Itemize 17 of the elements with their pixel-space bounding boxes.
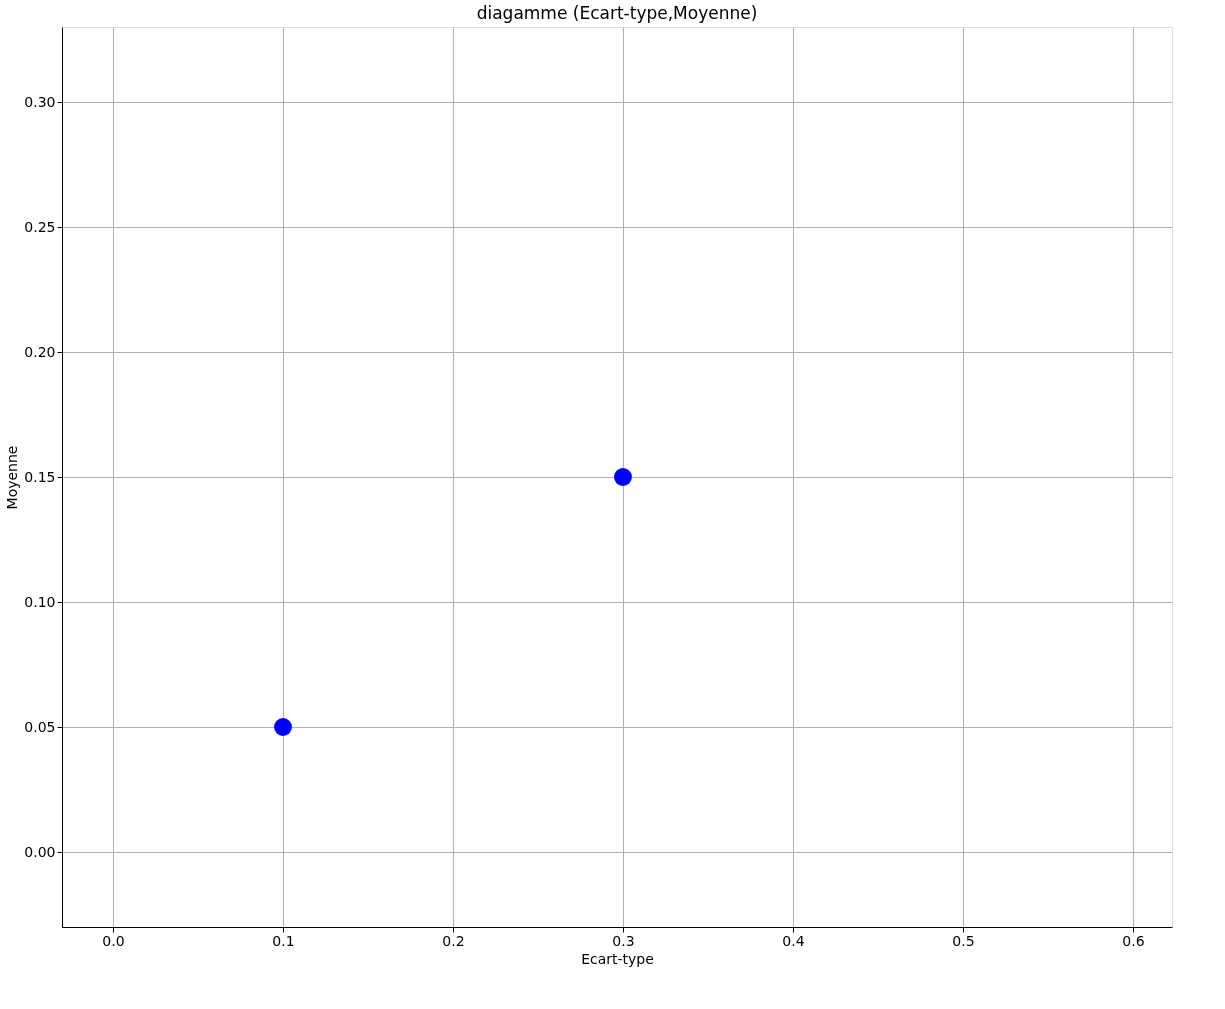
- x-tick-label: 0.4: [782, 932, 805, 949]
- x-tick-label: 0.1: [272, 932, 295, 949]
- x-tick-label: 0.3: [612, 932, 635, 949]
- x-axis-title: Ecart-type: [581, 950, 654, 967]
- y-tick-label: 0.10: [24, 593, 56, 610]
- y-tick-label: 0.30: [24, 93, 56, 110]
- y-axis-title: Moyenne: [4, 445, 21, 510]
- x-tick-label: 0.0: [102, 932, 125, 949]
- y-tick-label: 0.05: [24, 718, 56, 735]
- y-tick-label: 0.25: [24, 218, 56, 235]
- y-tick-label: 0.00: [24, 843, 56, 860]
- y-tick-label: 0.15: [24, 468, 56, 485]
- x-tick-label: 0.6: [1122, 932, 1145, 949]
- x-tick-label: 0.5: [952, 932, 975, 949]
- chart-title: diagamme (Ecart-type,Moyenne): [476, 3, 758, 23]
- y-tick-label: 0.20: [24, 343, 56, 360]
- x-tick-label: 0.2: [442, 932, 465, 949]
